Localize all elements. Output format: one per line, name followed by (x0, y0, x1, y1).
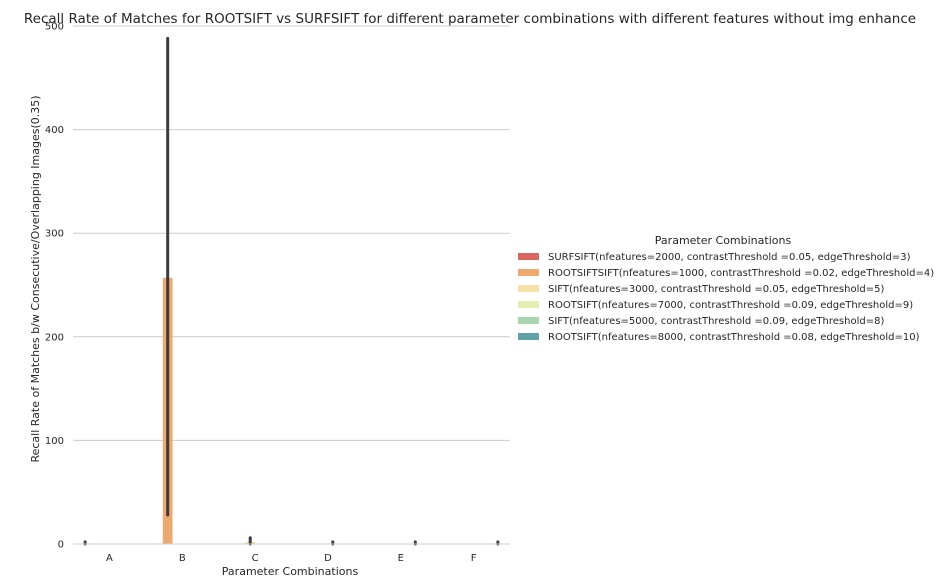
x-tick-label: F (471, 553, 477, 564)
legend-entry: ROOTSIFT(nfeatures=8000, contrastThresho… (548, 332, 920, 343)
y-axis-ticks: 0 100 200 300 400 500 (45, 22, 64, 551)
legend-swatch (518, 269, 539, 276)
x-axis-label: Parameter Combinations (222, 565, 359, 576)
legend-entry: SIFT(nfeatures=3000, contrastThreshold =… (548, 284, 884, 295)
legend-swatch (518, 285, 539, 292)
legend-swatch (518, 253, 539, 260)
chart-title: Recall Rate of Matches for ROOTSIFT vs S… (24, 11, 916, 27)
legend-title: Parameter Combinations (655, 234, 792, 247)
y-tick-label: 0 (58, 540, 64, 551)
bars (80, 277, 503, 544)
gridlines (73, 25, 510, 441)
x-tick-label: A (106, 553, 113, 564)
y-tick-label: 500 (45, 22, 64, 33)
legend-swatch (518, 317, 539, 324)
legend-entry: ROOTSIFTSIFT(nfeatures=1000, contrastThr… (548, 268, 934, 279)
legend: Parameter Combinations SURFSIFT(nfeature… (518, 234, 934, 343)
y-axis-label: Recall Rate of Matches b/w Consecutive/O… (29, 95, 42, 462)
legend-entry: SURFSIFT(nfeatures=2000, contrastThresho… (548, 252, 911, 263)
legend-items: SURFSIFT(nfeatures=2000, contrastThresho… (518, 252, 934, 343)
x-tick-label: E (398, 553, 404, 564)
legend-swatch (518, 333, 539, 340)
x-tick-label: C (252, 553, 259, 564)
y-tick-label: 400 (45, 125, 64, 136)
legend-entry: ROOTSIFT(nfeatures=7000, contrastThresho… (548, 300, 913, 311)
y-tick-label: 300 (45, 229, 64, 240)
y-tick-label: 100 (45, 436, 64, 447)
x-axis-ticks: A B C D E F (106, 553, 477, 564)
legend-swatch (518, 301, 539, 308)
x-tick-label: B (179, 553, 186, 564)
y-tick-label: 200 (45, 332, 64, 343)
error-bars (83, 36, 500, 546)
x-tick-label: D (324, 553, 332, 564)
legend-entry: SIFT(nfeatures=5000, contrastThreshold =… (548, 316, 884, 327)
